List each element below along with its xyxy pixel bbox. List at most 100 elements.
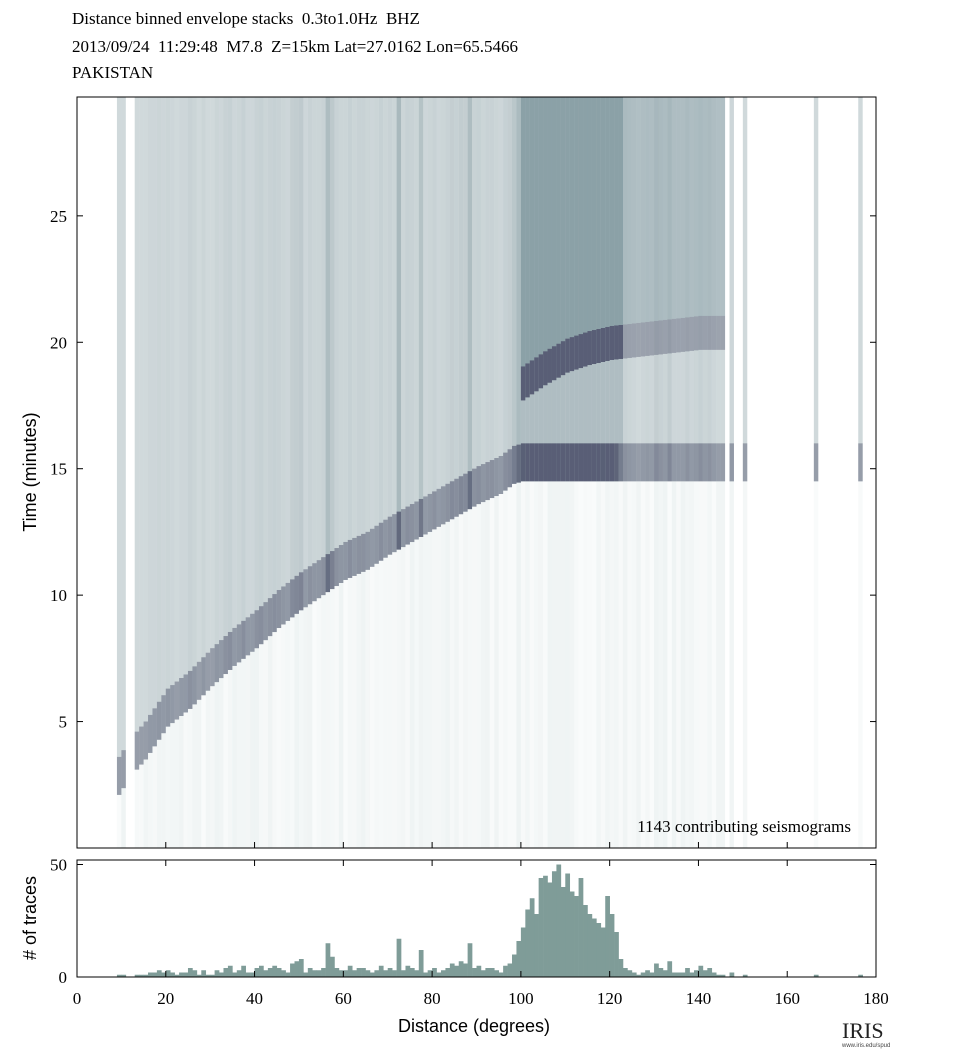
stack-column-onset bbox=[596, 443, 601, 482]
histogram-bar bbox=[547, 882, 553, 977]
histogram-bar bbox=[254, 968, 260, 977]
stack-column-onset bbox=[383, 519, 388, 558]
histogram-bar bbox=[640, 972, 646, 977]
stack-column-noise bbox=[685, 481, 690, 848]
stack-column-coda bbox=[192, 97, 197, 705]
histogram-bar bbox=[556, 864, 562, 977]
stack-column-late-coda bbox=[662, 97, 668, 320]
stack-column-late-coda bbox=[565, 97, 570, 339]
stack-column-coda bbox=[480, 97, 486, 503]
histogram-bar bbox=[472, 968, 477, 977]
stack-column-onset bbox=[729, 443, 734, 482]
stack-column-onset bbox=[467, 471, 473, 510]
stack-column-coda bbox=[165, 97, 171, 727]
stack-column-noise bbox=[338, 583, 344, 848]
stack-column-onset bbox=[343, 541, 348, 580]
stack-column-secondary bbox=[600, 327, 606, 362]
stack-column-coda bbox=[356, 97, 362, 574]
stack-column-onset bbox=[334, 548, 339, 587]
stack-column-onset bbox=[649, 443, 655, 482]
stack-column-noise bbox=[494, 496, 499, 848]
stack-column-coda bbox=[236, 97, 242, 663]
stack-column-noise bbox=[214, 682, 220, 848]
stack-column-onset bbox=[134, 731, 140, 770]
histogram-bar bbox=[143, 974, 149, 977]
stack-column-onset bbox=[720, 443, 726, 482]
histogram-bar bbox=[609, 914, 615, 977]
stack-column-onset bbox=[338, 545, 344, 584]
stack-column-coda bbox=[596, 97, 601, 482]
stack-column-secondary bbox=[658, 320, 663, 355]
stack-column-noise bbox=[485, 500, 490, 848]
stack-column-late-coda bbox=[640, 97, 646, 323]
histogram-bar bbox=[250, 972, 255, 977]
histogram-bar bbox=[649, 972, 655, 977]
histogram-bar bbox=[312, 970, 317, 977]
stack-column-noise bbox=[498, 493, 504, 848]
distance-axis: 0 20 40 60 80 100 120 140 160 180 bbox=[73, 842, 889, 1008]
stack-column-onset bbox=[476, 466, 481, 505]
stack-column-noise bbox=[303, 607, 308, 848]
stack-column-coda bbox=[636, 97, 641, 482]
stack-column-noise bbox=[529, 481, 535, 848]
stack-column-coda bbox=[143, 97, 149, 760]
histogram-bar bbox=[223, 968, 229, 977]
stack-column-noise bbox=[183, 712, 188, 848]
stack-column-noise bbox=[250, 651, 255, 848]
stack-column-noise bbox=[152, 746, 157, 848]
stack-column-coda bbox=[352, 97, 357, 576]
histogram-bar bbox=[290, 963, 295, 977]
stack-column-coda bbox=[729, 97, 734, 482]
stack-column-noise bbox=[116, 794, 122, 848]
stack-column-onset bbox=[232, 627, 237, 666]
stack-column-noise bbox=[227, 669, 233, 848]
stack-column-noise bbox=[689, 481, 695, 848]
stack-column-coda bbox=[156, 97, 162, 740]
stack-column-noise bbox=[294, 613, 299, 848]
chart-title: Distance binned envelope stacks 0.3to1.0… bbox=[72, 9, 420, 28]
stack-column-late-coda bbox=[569, 97, 575, 338]
histogram-bar bbox=[365, 970, 371, 977]
stack-column-noise bbox=[361, 571, 366, 848]
histogram-bar bbox=[667, 961, 673, 977]
stack-column-noise bbox=[179, 716, 184, 848]
histogram-bar bbox=[569, 891, 575, 977]
histogram-bar bbox=[525, 909, 531, 977]
stack-column-coda bbox=[645, 97, 650, 482]
stack-column-noise bbox=[196, 699, 202, 848]
stack-column-noise bbox=[574, 481, 579, 848]
stack-column-onset bbox=[161, 695, 166, 734]
stack-column-late-coda bbox=[605, 97, 610, 327]
histogram-bar bbox=[538, 878, 544, 977]
stack-column-noise bbox=[418, 536, 424, 848]
stack-column-secondary bbox=[671, 318, 677, 353]
stack-column-noise bbox=[858, 481, 863, 848]
histogram-bar bbox=[179, 972, 184, 977]
stack-column-onset bbox=[676, 443, 681, 482]
stack-column-noise bbox=[258, 644, 264, 848]
stack-column-onset bbox=[636, 443, 641, 482]
histogram-bar bbox=[689, 972, 695, 977]
stack-column-onset bbox=[409, 504, 415, 543]
stack-column-noise bbox=[241, 658, 246, 848]
stack-column-coda bbox=[187, 97, 193, 709]
distance-tick-label: 40 bbox=[246, 989, 263, 1008]
stack-column-late-coda bbox=[680, 97, 686, 318]
stack-column-noise bbox=[396, 549, 402, 848]
stack-column-secondary bbox=[525, 363, 530, 398]
stack-column-noise bbox=[187, 708, 193, 848]
stack-column-late-coda bbox=[556, 97, 561, 344]
stack-column-noise bbox=[716, 481, 721, 848]
stack-column-onset bbox=[378, 522, 384, 561]
histogram-bar bbox=[219, 972, 224, 977]
stack-column-coda bbox=[312, 97, 317, 602]
stack-column-coda bbox=[649, 97, 655, 482]
stack-column-late-coda bbox=[654, 97, 659, 321]
stack-column-onset bbox=[667, 443, 672, 482]
stack-column-late-coda bbox=[716, 97, 721, 316]
stack-column-secondary bbox=[711, 315, 717, 350]
stack-column-coda bbox=[383, 97, 388, 558]
histogram-bar bbox=[560, 887, 566, 977]
stack-column-onset bbox=[396, 511, 402, 550]
stack-column-noise bbox=[143, 759, 149, 848]
